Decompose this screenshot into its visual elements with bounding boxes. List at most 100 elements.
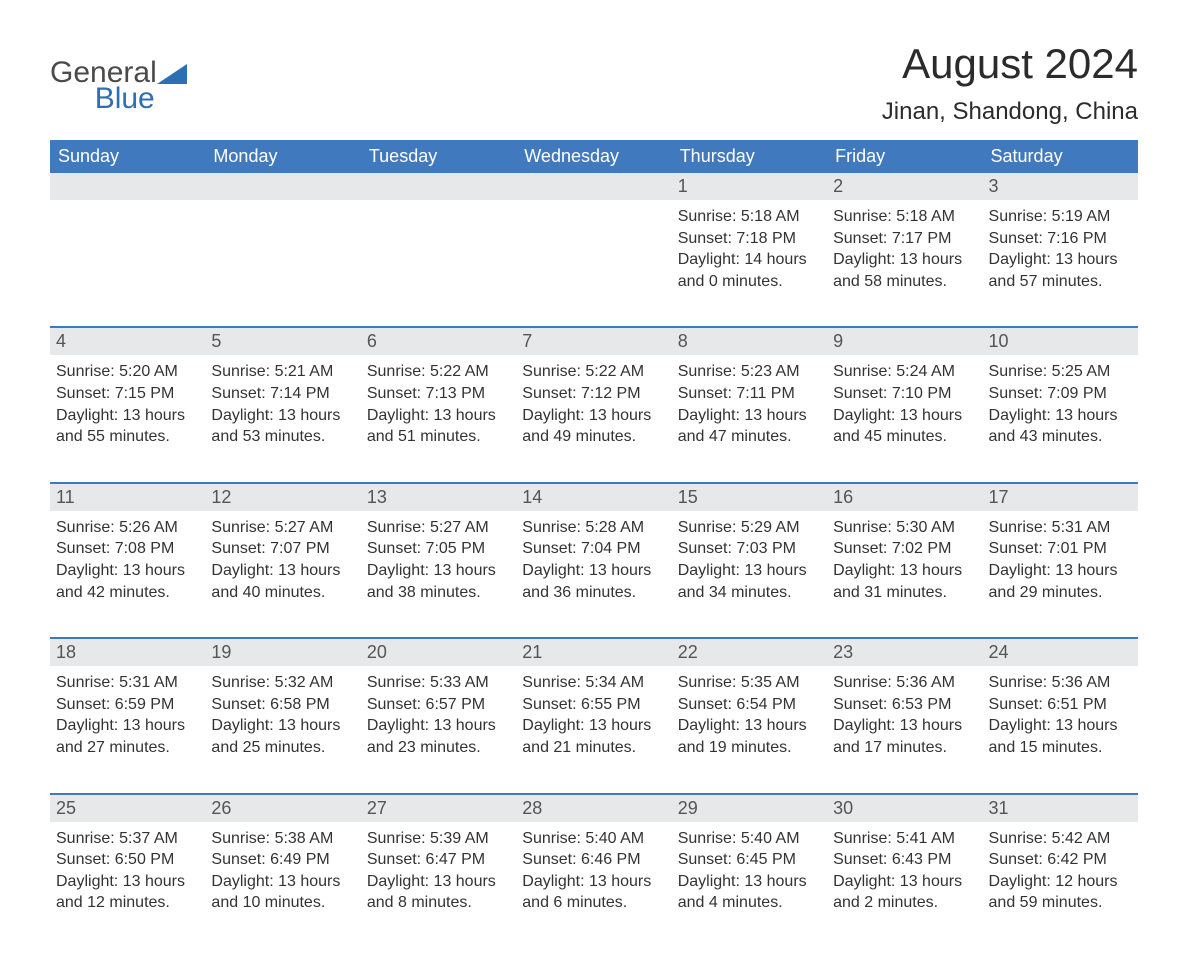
day-info-line: Sunset: 7:16 PM bbox=[989, 228, 1132, 250]
day-info-line: Sunset: 6:46 PM bbox=[522, 849, 665, 871]
day-cell: 31Sunrise: 5:42 AMSunset: 6:42 PMDayligh… bbox=[983, 795, 1138, 918]
day-cell: 2Sunrise: 5:18 AMSunset: 7:17 PMDaylight… bbox=[827, 173, 982, 296]
day-body: Sunrise: 5:18 AMSunset: 7:18 PMDaylight:… bbox=[672, 200, 827, 296]
day-info-line: and 0 minutes. bbox=[678, 271, 821, 293]
day-body bbox=[516, 200, 671, 210]
day-body: Sunrise: 5:32 AMSunset: 6:58 PMDaylight:… bbox=[205, 666, 360, 762]
day-info-line: Daylight: 13 hours bbox=[367, 871, 510, 893]
day-info-line: and 57 minutes. bbox=[989, 271, 1132, 293]
day-info-line: Daylight: 13 hours bbox=[989, 405, 1132, 427]
day-body: Sunrise: 5:19 AMSunset: 7:16 PMDaylight:… bbox=[983, 200, 1138, 296]
day-cell: 24Sunrise: 5:36 AMSunset: 6:51 PMDayligh… bbox=[983, 639, 1138, 762]
day-info-line: and 59 minutes. bbox=[989, 892, 1132, 914]
day-info-line: Sunset: 6:49 PM bbox=[211, 849, 354, 871]
day-cell: 16Sunrise: 5:30 AMSunset: 7:02 PMDayligh… bbox=[827, 484, 982, 607]
day-info-line: and 17 minutes. bbox=[833, 737, 976, 759]
day-info-line: Sunset: 7:02 PM bbox=[833, 538, 976, 560]
day-cell: 8Sunrise: 5:23 AMSunset: 7:11 PMDaylight… bbox=[672, 328, 827, 451]
day-number: 6 bbox=[361, 328, 516, 355]
day-body: Sunrise: 5:21 AMSunset: 7:14 PMDaylight:… bbox=[205, 355, 360, 451]
day-info-line: and 19 minutes. bbox=[678, 737, 821, 759]
day-info-line: Daylight: 13 hours bbox=[367, 560, 510, 582]
day-cell bbox=[361, 173, 516, 296]
day-info-line: Daylight: 13 hours bbox=[211, 560, 354, 582]
day-info-line: Sunset: 6:53 PM bbox=[833, 694, 976, 716]
day-cell: 27Sunrise: 5:39 AMSunset: 6:47 PMDayligh… bbox=[361, 795, 516, 918]
day-info-line: Sunrise: 5:20 AM bbox=[56, 361, 199, 383]
day-cell: 5Sunrise: 5:21 AMSunset: 7:14 PMDaylight… bbox=[205, 328, 360, 451]
week-row: 18Sunrise: 5:31 AMSunset: 6:59 PMDayligh… bbox=[50, 637, 1138, 762]
day-cell: 6Sunrise: 5:22 AMSunset: 7:13 PMDaylight… bbox=[361, 328, 516, 451]
day-cell: 3Sunrise: 5:19 AMSunset: 7:16 PMDaylight… bbox=[983, 173, 1138, 296]
day-number bbox=[361, 173, 516, 200]
day-info-line: Daylight: 13 hours bbox=[678, 715, 821, 737]
day-info-line: and 55 minutes. bbox=[56, 426, 199, 448]
month-title: August 2024 bbox=[882, 40, 1138, 88]
day-cell: 17Sunrise: 5:31 AMSunset: 7:01 PMDayligh… bbox=[983, 484, 1138, 607]
day-info-line: Sunrise: 5:39 AM bbox=[367, 828, 510, 850]
day-info-line: Sunset: 6:45 PM bbox=[678, 849, 821, 871]
day-body: Sunrise: 5:39 AMSunset: 6:47 PMDaylight:… bbox=[361, 822, 516, 918]
day-info-line: Daylight: 13 hours bbox=[678, 871, 821, 893]
day-body: Sunrise: 5:31 AMSunset: 6:59 PMDaylight:… bbox=[50, 666, 205, 762]
day-body: Sunrise: 5:41 AMSunset: 6:43 PMDaylight:… bbox=[827, 822, 982, 918]
day-info-line: Daylight: 13 hours bbox=[211, 715, 354, 737]
day-body bbox=[205, 200, 360, 210]
day-cell: 20Sunrise: 5:33 AMSunset: 6:57 PMDayligh… bbox=[361, 639, 516, 762]
day-number: 24 bbox=[983, 639, 1138, 666]
day-info-line: Sunrise: 5:42 AM bbox=[989, 828, 1132, 850]
day-info-line: Sunset: 7:13 PM bbox=[367, 383, 510, 405]
day-info-line: Daylight: 13 hours bbox=[833, 871, 976, 893]
day-info-line: Sunrise: 5:19 AM bbox=[989, 206, 1132, 228]
day-info-line: Sunrise: 5:22 AM bbox=[522, 361, 665, 383]
day-info-line: Sunset: 6:47 PM bbox=[367, 849, 510, 871]
day-info-line: Daylight: 13 hours bbox=[522, 560, 665, 582]
day-body: Sunrise: 5:25 AMSunset: 7:09 PMDaylight:… bbox=[983, 355, 1138, 451]
day-info-line: and 2 minutes. bbox=[833, 892, 976, 914]
day-body: Sunrise: 5:35 AMSunset: 6:54 PMDaylight:… bbox=[672, 666, 827, 762]
day-body: Sunrise: 5:27 AMSunset: 7:07 PMDaylight:… bbox=[205, 511, 360, 607]
day-info-line: and 4 minutes. bbox=[678, 892, 821, 914]
day-cell: 15Sunrise: 5:29 AMSunset: 7:03 PMDayligh… bbox=[672, 484, 827, 607]
day-cell: 9Sunrise: 5:24 AMSunset: 7:10 PMDaylight… bbox=[827, 328, 982, 451]
day-cell: 23Sunrise: 5:36 AMSunset: 6:53 PMDayligh… bbox=[827, 639, 982, 762]
day-info-line: Daylight: 13 hours bbox=[367, 715, 510, 737]
day-cell: 13Sunrise: 5:27 AMSunset: 7:05 PMDayligh… bbox=[361, 484, 516, 607]
day-cell: 21Sunrise: 5:34 AMSunset: 6:55 PMDayligh… bbox=[516, 639, 671, 762]
day-info-line: and 58 minutes. bbox=[833, 271, 976, 293]
day-info-line: and 49 minutes. bbox=[522, 426, 665, 448]
day-cell: 28Sunrise: 5:40 AMSunset: 6:46 PMDayligh… bbox=[516, 795, 671, 918]
page: General Blue August 2024 Jinan, Shandong… bbox=[0, 0, 1188, 968]
day-info-line: Sunset: 7:11 PM bbox=[678, 383, 821, 405]
weekday-saturday: Saturday bbox=[983, 140, 1138, 173]
day-cell: 22Sunrise: 5:35 AMSunset: 6:54 PMDayligh… bbox=[672, 639, 827, 762]
day-info-line: and 38 minutes. bbox=[367, 582, 510, 604]
day-info-line: Sunset: 6:54 PM bbox=[678, 694, 821, 716]
weekday-tuesday: Tuesday bbox=[361, 140, 516, 173]
day-number: 20 bbox=[361, 639, 516, 666]
day-info-line: Sunrise: 5:27 AM bbox=[367, 517, 510, 539]
day-info-line: Daylight: 13 hours bbox=[56, 871, 199, 893]
weekday-sunday: Sunday bbox=[50, 140, 205, 173]
header: General Blue August 2024 Jinan, Shandong… bbox=[50, 40, 1138, 126]
day-info-line: Daylight: 13 hours bbox=[522, 871, 665, 893]
day-cell: 19Sunrise: 5:32 AMSunset: 6:58 PMDayligh… bbox=[205, 639, 360, 762]
day-info-line: and 10 minutes. bbox=[211, 892, 354, 914]
day-body: Sunrise: 5:22 AMSunset: 7:13 PMDaylight:… bbox=[361, 355, 516, 451]
day-info-line: and 47 minutes. bbox=[678, 426, 821, 448]
day-info-line: Sunrise: 5:27 AM bbox=[211, 517, 354, 539]
day-info-line: Sunset: 7:08 PM bbox=[56, 538, 199, 560]
day-info-line: Daylight: 13 hours bbox=[989, 715, 1132, 737]
day-info-line: Daylight: 14 hours bbox=[678, 249, 821, 271]
day-cell: 14Sunrise: 5:28 AMSunset: 7:04 PMDayligh… bbox=[516, 484, 671, 607]
triangle-icon bbox=[157, 62, 187, 84]
day-info-line: Sunset: 7:03 PM bbox=[678, 538, 821, 560]
day-info-line: and 8 minutes. bbox=[367, 892, 510, 914]
day-number: 18 bbox=[50, 639, 205, 666]
day-body: Sunrise: 5:22 AMSunset: 7:12 PMDaylight:… bbox=[516, 355, 671, 451]
day-info-line: Daylight: 13 hours bbox=[522, 715, 665, 737]
day-info-line: and 6 minutes. bbox=[522, 892, 665, 914]
day-cell: 10Sunrise: 5:25 AMSunset: 7:09 PMDayligh… bbox=[983, 328, 1138, 451]
day-number: 19 bbox=[205, 639, 360, 666]
day-info-line: Sunset: 7:10 PM bbox=[833, 383, 976, 405]
